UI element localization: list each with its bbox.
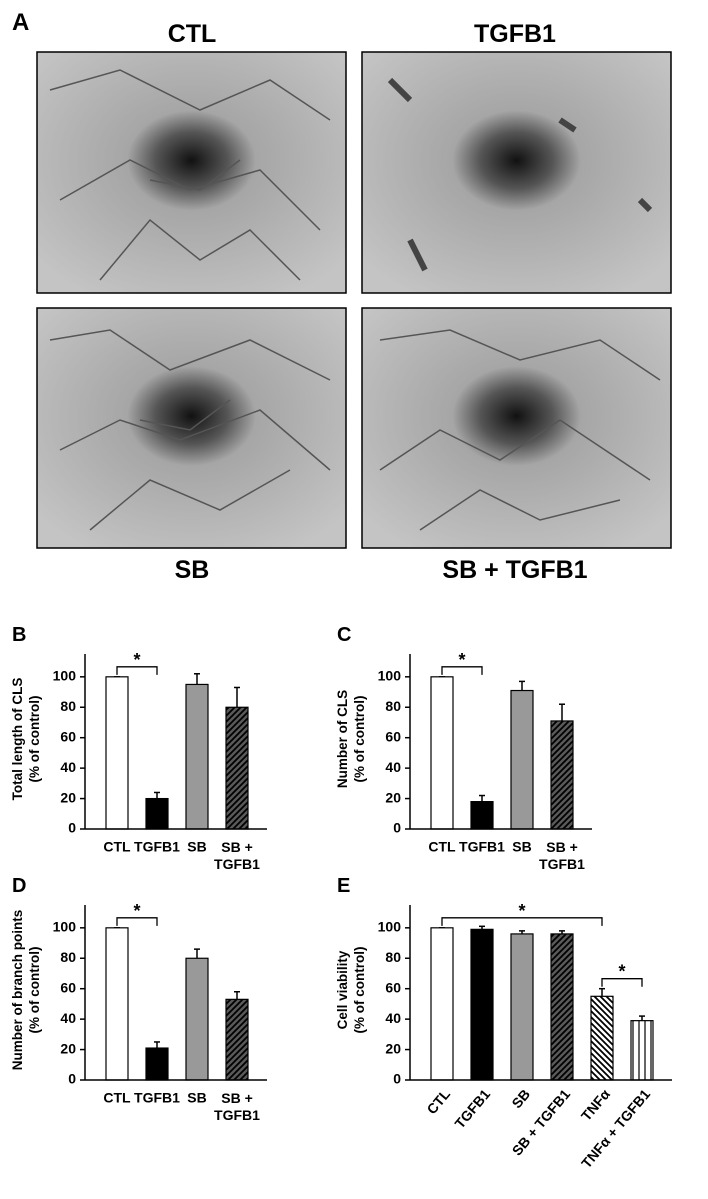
bar	[430, 676, 454, 830]
image-title: SB	[175, 556, 210, 584]
significance-bracket	[601, 978, 643, 987]
bar	[105, 676, 129, 830]
x-tick-label: SB	[187, 1090, 206, 1106]
panel-label: C	[337, 624, 351, 646]
y-tick-label: 20	[60, 1040, 76, 1056]
bar	[550, 720, 574, 830]
significance-label: *	[133, 650, 140, 670]
x-tick-label: CTL	[423, 1086, 453, 1117]
y-axis-label: Number of branch points	[10, 910, 25, 1071]
y-tick-label: 60	[60, 728, 76, 744]
significance-bracket	[116, 917, 158, 926]
x-tick-label: SB	[512, 839, 531, 855]
y-tick-label: 80	[385, 698, 401, 714]
y-tick-label: 0	[393, 820, 401, 836]
significance-bracket	[441, 917, 603, 926]
bar	[470, 928, 494, 1081]
image-title: CTL	[168, 20, 217, 48]
bar	[225, 998, 249, 1081]
bar	[430, 927, 454, 1081]
significance-label: *	[518, 901, 525, 921]
bar	[470, 801, 494, 830]
y-tick-label: 60	[60, 979, 76, 995]
bar	[550, 933, 574, 1081]
x-tick-label: CTL	[428, 839, 456, 855]
y-axis-label: (% of control)	[352, 696, 367, 783]
x-tick-label: SB	[187, 839, 206, 855]
x-tick-label: CTL	[103, 839, 131, 855]
bar	[590, 995, 614, 1081]
y-tick-label: 40	[60, 1010, 76, 1026]
y-tick-label: 20	[385, 1040, 401, 1056]
y-axis-label: (% of control)	[352, 947, 367, 1034]
image-title: SB + TGFB1	[442, 556, 587, 584]
y-tick-label: 100	[378, 668, 402, 684]
significance-bracket	[441, 666, 483, 675]
x-tick-label: CTL	[103, 1090, 131, 1106]
y-tick-label: 0	[68, 820, 76, 836]
y-axis-label: Total length of CLS	[10, 678, 25, 801]
panel-label: E	[337, 875, 350, 897]
y-tick-label: 40	[385, 1010, 401, 1026]
significance-label: *	[133, 901, 140, 921]
y-tick-label: 40	[385, 759, 401, 775]
y-tick-label: 0	[68, 1071, 76, 1087]
bar	[510, 933, 534, 1081]
y-tick-label: 20	[385, 789, 401, 805]
bar	[630, 1020, 654, 1081]
y-tick-label: 100	[378, 919, 402, 935]
y-axis-label: Cell viability	[335, 950, 350, 1029]
y-tick-label: 100	[53, 919, 77, 935]
x-tick-label: TGFB1	[134, 839, 180, 855]
bar	[510, 689, 534, 830]
x-tick-label: TNFα	[578, 1086, 614, 1124]
y-tick-label: 60	[385, 728, 401, 744]
y-axis-label: Number of CLS	[335, 690, 350, 788]
bar	[145, 797, 169, 830]
image-title: TGFB1	[474, 20, 556, 48]
x-tick-label: SB + TGFB1	[214, 1090, 260, 1123]
bar	[225, 706, 249, 830]
x-tick-label: SB + TGFB1	[214, 839, 260, 872]
y-tick-label: 100	[53, 668, 77, 684]
y-axis-label: (% of control)	[27, 947, 42, 1034]
y-tick-label: 80	[385, 949, 401, 965]
panel-label: D	[12, 875, 26, 897]
bar	[185, 683, 209, 830]
bar	[105, 927, 129, 1081]
y-tick-label: 80	[60, 949, 76, 965]
bar	[145, 1047, 169, 1081]
y-tick-label: 80	[60, 698, 76, 714]
significance-bracket	[116, 666, 158, 675]
x-tick-label: TGFB1	[459, 839, 505, 855]
micrograph	[36, 51, 672, 549]
y-axis-label: (% of control)	[27, 696, 42, 783]
panel-label: B	[12, 624, 26, 646]
significance-label: *	[458, 650, 465, 670]
y-tick-label: 0	[393, 1071, 401, 1087]
panel-label: A	[12, 9, 29, 36]
y-tick-label: 60	[385, 979, 401, 995]
x-tick-label: TGFB1	[134, 1090, 180, 1106]
significance-label: *	[618, 962, 625, 982]
x-tick-label: SB	[508, 1086, 533, 1111]
x-tick-label: SB + TGFB1	[539, 839, 585, 872]
bar	[185, 957, 209, 1081]
x-tick-label: TGFB1	[451, 1086, 493, 1132]
y-tick-label: 20	[60, 789, 76, 805]
y-tick-label: 40	[60, 759, 76, 775]
